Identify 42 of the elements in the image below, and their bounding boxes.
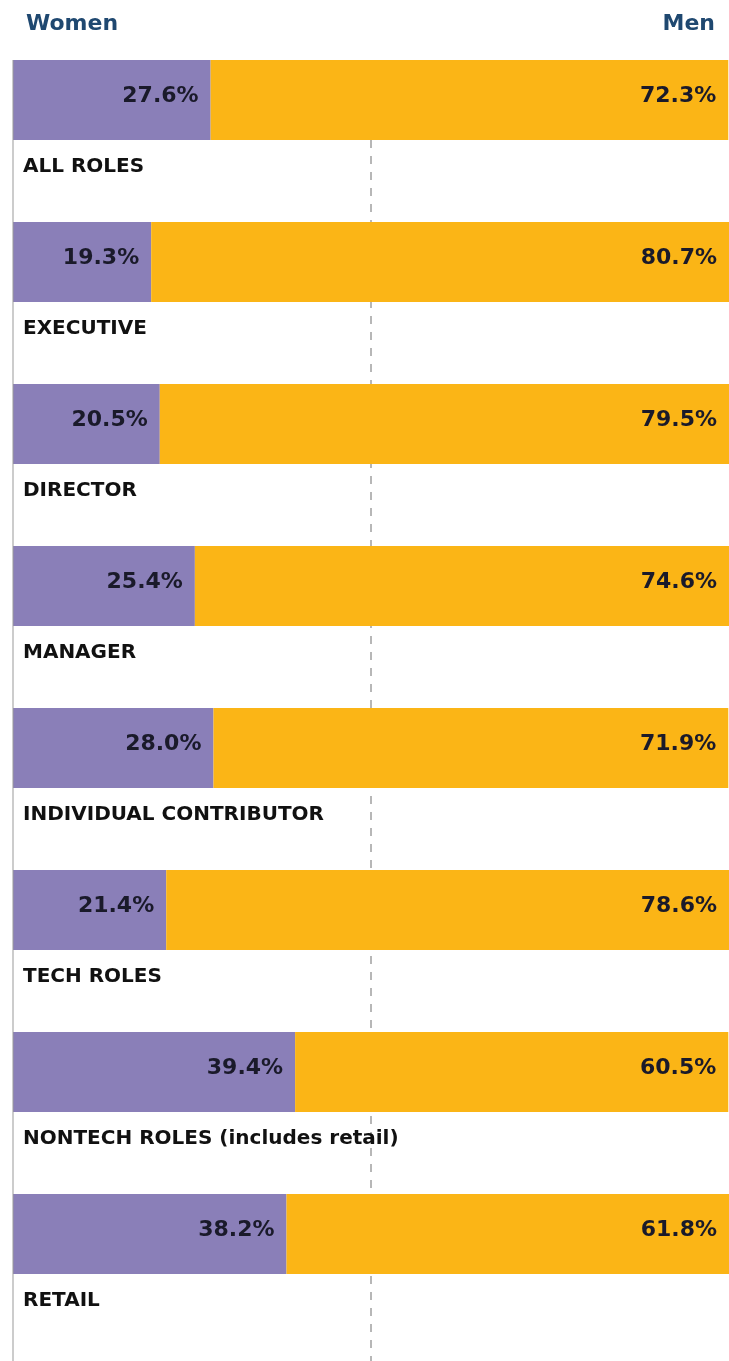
bar [166,870,729,950]
data-label: 80.7% [640,244,717,269]
data-label: 72.3% [639,82,717,107]
data-label: 28.0% [125,730,202,755]
bar [13,1194,287,1274]
y-tick-label: DIRECTOR [23,477,137,501]
bar [194,546,729,626]
y-tick-label: MANAGER [23,639,137,663]
data-label: 60.5% [639,1054,717,1079]
data-label: 25.4% [106,568,183,593]
data-label: 27.6% [122,82,199,107]
bar [295,1032,729,1112]
y-tick-label: TECH ROLES [23,963,162,987]
data-label: 71.9% [639,730,717,755]
bar [13,1032,296,1112]
y-tick-label: EXECUTIVE [23,315,147,339]
bar [13,870,167,950]
y-tick-label: ALL ROLES [23,153,145,177]
y-tick-label: RETAIL [23,1287,101,1311]
bar [13,546,195,626]
y-tick-label: INDIVIDUAL CONTRIBUTOR [23,801,324,825]
data-label: 38.2% [198,1216,275,1241]
data-label: 74.6% [640,568,717,593]
bar [13,60,211,140]
data-label: 78.6% [640,892,717,917]
bar [213,708,729,788]
bar [286,1194,729,1274]
y-tick-label: NONTECH ROLES (includes retail) [23,1125,399,1149]
data-label: 79.5% [640,406,717,431]
data-label: 21.4% [77,892,155,917]
bar [13,222,152,302]
series-label: Women [26,10,119,35]
series-label: Men [662,10,715,35]
data-label: 61.8% [640,1216,717,1241]
bar [159,384,729,464]
bar [151,222,729,302]
data-label: 19.3% [62,244,140,269]
bar [13,708,214,788]
data-label: 39.4% [206,1054,284,1079]
data-label: 20.5% [71,406,148,431]
bar [13,384,160,464]
bar [210,60,729,140]
